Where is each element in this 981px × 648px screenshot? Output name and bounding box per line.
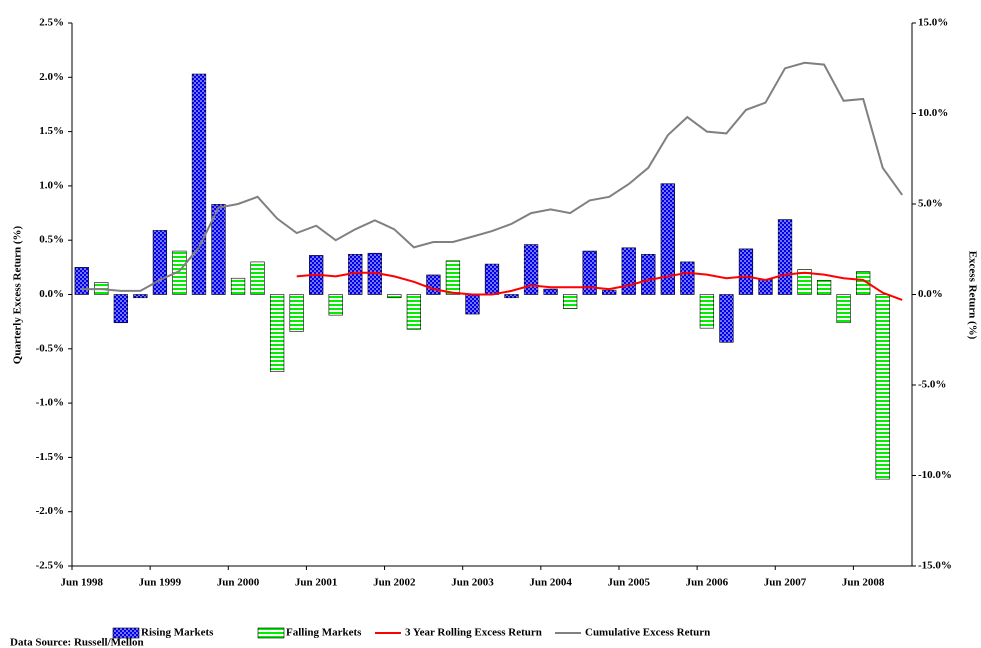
bar (445, 260, 461, 295)
bar (74, 267, 89, 295)
bar (406, 294, 421, 330)
x-tick-label: Jun 2005 (607, 577, 650, 589)
x-tick-label: Jun 2003 (451, 577, 494, 589)
y2-tick-label: -10.0% (918, 469, 952, 481)
y-tick-label: -2.0% (36, 505, 64, 517)
x-tick-label: Jun 2008 (842, 577, 885, 589)
y-tick-label: 1.0% (39, 179, 64, 191)
y2-axis-title: Excess Return (%) (966, 251, 978, 340)
bar (543, 288, 558, 295)
bar (387, 294, 402, 299)
legend-label: Falling Markets (286, 627, 362, 639)
bar (113, 294, 128, 324)
bar (269, 294, 285, 372)
bar (758, 278, 773, 295)
bar (426, 274, 441, 295)
bar (191, 73, 207, 295)
bar (816, 280, 832, 295)
bar (680, 261, 695, 295)
bar (621, 247, 636, 295)
y2-tick-label: 10.0% (918, 107, 948, 119)
bar (484, 263, 500, 295)
bar (836, 294, 851, 324)
bar (133, 294, 148, 299)
bar (152, 230, 168, 295)
y-tick-label: 2.0% (39, 71, 64, 83)
bar (211, 204, 226, 295)
bar (230, 277, 246, 295)
bar (641, 254, 656, 295)
x-tick-label: Jun 2002 (373, 577, 416, 589)
x-tick-label: Jun 1998 (61, 577, 104, 589)
bar (699, 294, 715, 329)
legend-label: 3 Year Rolling Excess Return (405, 627, 542, 639)
bar (738, 248, 754, 295)
bar (719, 294, 734, 343)
y2-tick-label: -15.0% (918, 560, 952, 572)
bar (875, 294, 890, 480)
y-tick-label: 0.0% (39, 288, 64, 300)
legend-label: Rising Markets (141, 627, 214, 639)
bar (797, 269, 812, 295)
line (296, 271, 903, 301)
x-tick-label: Jun 2001 (295, 577, 338, 589)
bar (602, 289, 617, 295)
bar (172, 250, 187, 295)
y-tick-label: -2.5% (36, 560, 64, 572)
bar (582, 250, 597, 295)
bar (856, 271, 871, 295)
bar (504, 294, 519, 299)
legend-swatch (257, 627, 285, 639)
bar (328, 294, 343, 316)
bar (660, 183, 675, 295)
bar (289, 294, 304, 332)
y-tick-label: -1.0% (36, 397, 64, 409)
y-tick-label: 0.5% (39, 234, 64, 246)
y2-tick-label: 15.0% (918, 17, 948, 29)
source-note: Data Source: Russell/Mellon (10, 637, 144, 648)
legend-swatch (112, 627, 140, 639)
y-tick-label: 1.5% (39, 125, 64, 137)
line (81, 61, 904, 292)
y2-tick-label: -5.0% (918, 379, 946, 391)
y2-tick-label: 0.0% (918, 288, 943, 300)
y-tick-label: 2.5% (39, 17, 64, 29)
x-tick-label: Jun 2006 (686, 577, 729, 589)
y-tick-label: -1.5% (36, 451, 64, 463)
x-tick-label: Jun 2004 (529, 577, 572, 589)
y-axis-title: Quarterly Excess Return (%) (12, 225, 24, 364)
bar (523, 244, 539, 295)
x-tick-label: Jun 2000 (217, 577, 260, 589)
x-tick-label: Jun 2007 (764, 577, 807, 589)
bar (563, 294, 578, 309)
bar (250, 261, 265, 295)
bar (465, 294, 480, 315)
y-tick-label: -0.5% (36, 342, 64, 354)
x-tick-label: Jun 1999 (139, 577, 182, 589)
legend-label: Cumulative Excess Return (585, 627, 710, 639)
bar (777, 219, 793, 295)
y2-tick-label: 5.0% (918, 198, 943, 210)
